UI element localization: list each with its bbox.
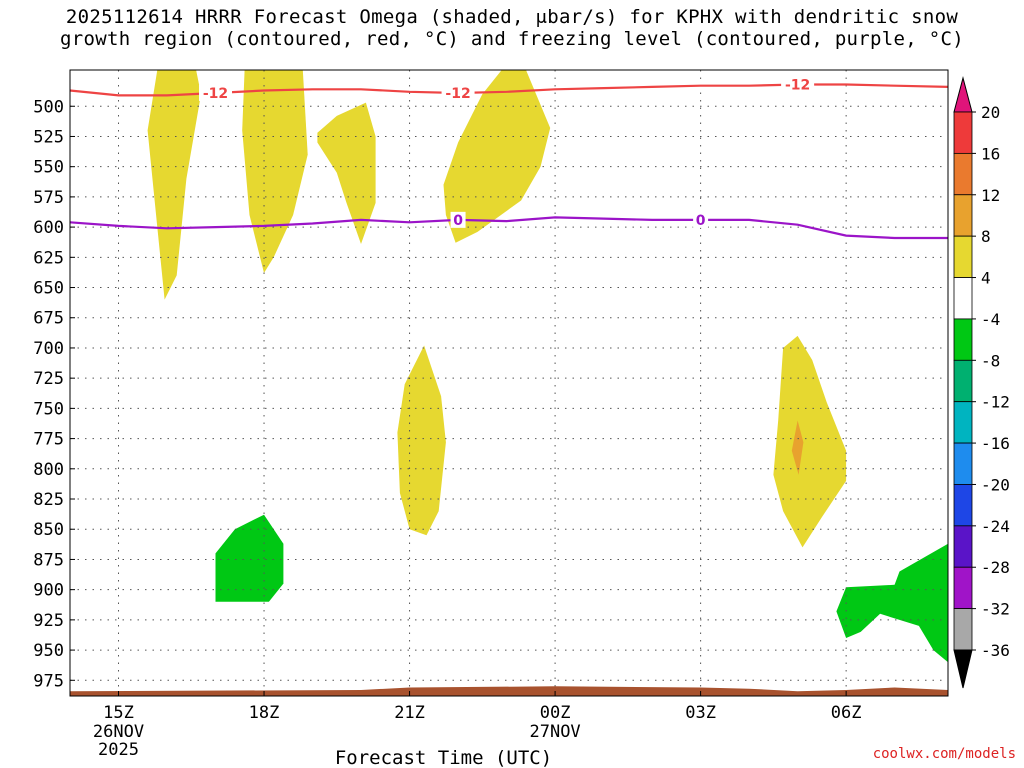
- x-tick-label: 03Z: [685, 703, 716, 723]
- y-tick-label: 600: [33, 218, 64, 238]
- colorbar-bin-10: [953, 525, 973, 568]
- x-tick-label: 00Z: [540, 703, 571, 723]
- colorbar-bin-12: [953, 608, 973, 651]
- x-tick-label: 15Z: [103, 703, 134, 723]
- omega-region-8: [836, 543, 948, 663]
- colorbar-bin-11: [953, 566, 973, 610]
- watermark: coolwx.com/models: [872, 746, 1016, 762]
- omega-region-4: [397, 345, 446, 536]
- colorbar-bin-0: [953, 111, 973, 154]
- y-tick-label: 625: [33, 248, 64, 268]
- y-tick-label: 825: [33, 490, 64, 510]
- colorbar-bin-7: [953, 401, 973, 444]
- colorbar-label: 20: [981, 103, 1000, 122]
- y-tick-label: 900: [33, 581, 64, 601]
- chart-title-line1: 2025112614 HRRR Forecast Omega (shaded, …: [65, 6, 959, 28]
- x-tick-label: 18Z: [249, 703, 280, 723]
- x-tick-label: 06Z: [831, 703, 862, 723]
- y-tick-label: 925: [33, 611, 64, 631]
- y-tick-label: 875: [33, 550, 64, 570]
- y-tick-label: 650: [33, 279, 64, 299]
- surface-fill: [70, 686, 948, 696]
- y-tick-label: 850: [33, 520, 64, 540]
- colorbar-bin-2: [953, 194, 973, 237]
- contour-label-bg: [441, 84, 475, 101]
- contour-label-bg: [450, 211, 466, 228]
- y-tick-label: 675: [33, 309, 64, 329]
- colorbar-label: -4: [981, 310, 1000, 329]
- y-tick-label: 500: [33, 97, 64, 117]
- y-tick-label: 775: [33, 430, 64, 450]
- colorbar-bin-8: [953, 442, 973, 485]
- colorbar-bin-5: [953, 318, 973, 361]
- contour-label: 0: [696, 213, 706, 229]
- x-tick-year: 2025: [98, 740, 139, 760]
- colorbar-label: 8: [981, 227, 991, 246]
- omega-region-5: [773, 335, 847, 548]
- colorbar-bin-1: [953, 152, 973, 196]
- colorbar-bin-6: [953, 359, 973, 403]
- y-axis: 500 525 550 575 600 625 650 675 700 725 750 775 800 8…: [33, 97, 75, 691]
- contour-label-bg: [199, 84, 233, 101]
- contour-line-1: [69, 216, 948, 240]
- x-tick-date: 27NOV: [529, 722, 580, 742]
- colorbar-bin-9: [953, 484, 973, 527]
- surface-terrain: [70, 686, 948, 696]
- colorbar-label: -24: [981, 517, 1010, 536]
- x-axis-title: Forecast Time (UTC): [335, 747, 552, 768]
- omega-region-1: [242, 70, 308, 273]
- x-tick-label: 21Z: [394, 703, 425, 723]
- colorbar-label: -20: [981, 475, 1010, 494]
- y-tick-label: 750: [33, 399, 64, 419]
- colorbar-label: -8: [981, 351, 1000, 370]
- y-tick-label: 800: [33, 460, 64, 480]
- contour-label: -12: [203, 86, 228, 102]
- colorbar: 20 16 12 8 4 -4 -8 -12 -16 -20 -24 -28 -32 -36: [953, 76, 1010, 689]
- contour-label-bg: [693, 211, 709, 228]
- y-tick-label: 575: [33, 188, 64, 208]
- contour-lines: -12 -12 -12 0 0: [69, 76, 949, 240]
- colorbar-label: 16: [981, 144, 1000, 163]
- omega-region-0: [147, 70, 201, 300]
- plot-frame: [69, 69, 949, 697]
- colorbar-label: -12: [981, 393, 1010, 412]
- x-tick-date: 26NOV: [93, 722, 144, 742]
- y-tick-label: 550: [33, 158, 64, 178]
- colorbar-bottom-arrow: [953, 649, 973, 689]
- y-tick-label: 700: [33, 339, 64, 359]
- omega-regions: [147, 70, 948, 663]
- omega-region-7: [215, 514, 284, 602]
- colorbar-top-arrow: [953, 76, 973, 113]
- colorbar-bin-4: [953, 277, 973, 320]
- chart-title: 2025112614 HRRR Forecast Omega (shaded, …: [0, 6, 1024, 50]
- colorbar-label: 12: [981, 186, 1000, 205]
- omega-region-2: [317, 102, 376, 244]
- contour-label: -12: [785, 78, 810, 94]
- omega-region-3: [443, 70, 551, 243]
- y-tick-label: 725: [33, 369, 64, 389]
- y-tick-label: 975: [33, 671, 64, 691]
- colorbar-label: -36: [981, 641, 1010, 660]
- omega-region-6: [791, 420, 804, 475]
- chart-title-line2: growth region (contoured, red, °C) and f…: [60, 28, 964, 50]
- colorbar-label: -28: [981, 558, 1010, 577]
- colorbar-bin-3: [953, 235, 973, 278]
- colorbar-label: -32: [981, 600, 1010, 619]
- y-tick-label: 525: [33, 127, 64, 147]
- contour-label: 0: [453, 213, 463, 229]
- contour-label-bg: [781, 76, 815, 93]
- y-tick-label: 950: [33, 641, 64, 661]
- colorbar-label: -16: [981, 434, 1010, 453]
- colorbar-label: 4: [981, 269, 991, 288]
- contour-label: -12: [445, 86, 470, 102]
